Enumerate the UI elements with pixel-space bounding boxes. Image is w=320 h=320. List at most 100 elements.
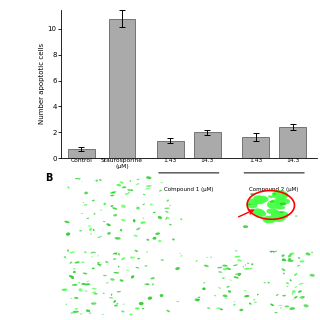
Ellipse shape (133, 219, 135, 222)
Ellipse shape (225, 298, 227, 299)
Ellipse shape (81, 181, 83, 182)
Ellipse shape (266, 216, 273, 220)
Ellipse shape (309, 274, 315, 277)
Ellipse shape (130, 180, 131, 182)
Ellipse shape (93, 293, 98, 295)
Ellipse shape (264, 282, 266, 283)
Ellipse shape (121, 257, 125, 260)
Ellipse shape (66, 304, 67, 305)
Ellipse shape (64, 221, 70, 223)
Ellipse shape (286, 282, 289, 284)
Ellipse shape (197, 297, 200, 298)
Ellipse shape (273, 193, 276, 195)
Ellipse shape (135, 307, 140, 309)
Ellipse shape (281, 254, 285, 257)
Ellipse shape (99, 265, 101, 267)
Ellipse shape (211, 257, 212, 258)
Ellipse shape (235, 273, 240, 275)
Ellipse shape (244, 268, 250, 270)
Ellipse shape (109, 297, 113, 299)
Ellipse shape (270, 304, 274, 306)
Ellipse shape (176, 301, 179, 302)
Ellipse shape (86, 281, 89, 282)
Ellipse shape (113, 300, 116, 303)
Ellipse shape (300, 296, 305, 299)
Ellipse shape (112, 207, 117, 210)
Ellipse shape (116, 291, 121, 292)
Text: II: II (196, 179, 204, 187)
Ellipse shape (281, 195, 287, 197)
Ellipse shape (267, 200, 283, 209)
Ellipse shape (271, 211, 281, 218)
Ellipse shape (150, 298, 151, 299)
Ellipse shape (91, 256, 93, 257)
Ellipse shape (248, 198, 260, 205)
Ellipse shape (233, 304, 236, 306)
Ellipse shape (120, 229, 122, 231)
Ellipse shape (130, 256, 135, 259)
Ellipse shape (70, 312, 75, 314)
Ellipse shape (79, 230, 82, 231)
Ellipse shape (243, 225, 248, 228)
Bar (68, 149, 95, 158)
Ellipse shape (282, 259, 285, 261)
Ellipse shape (234, 276, 239, 279)
Ellipse shape (92, 288, 97, 290)
Ellipse shape (145, 188, 151, 189)
Ellipse shape (64, 256, 68, 259)
Ellipse shape (250, 193, 255, 195)
Ellipse shape (252, 209, 264, 215)
Ellipse shape (131, 189, 133, 191)
Ellipse shape (102, 314, 104, 315)
Ellipse shape (97, 236, 102, 238)
Ellipse shape (294, 286, 297, 288)
Ellipse shape (158, 216, 162, 219)
Ellipse shape (79, 288, 83, 292)
Ellipse shape (116, 184, 121, 187)
Ellipse shape (90, 252, 96, 254)
Ellipse shape (254, 302, 257, 303)
Ellipse shape (282, 268, 285, 271)
Ellipse shape (253, 196, 260, 199)
Ellipse shape (243, 266, 244, 268)
Ellipse shape (100, 210, 102, 211)
Ellipse shape (220, 308, 223, 310)
Ellipse shape (83, 202, 84, 203)
Ellipse shape (153, 237, 156, 240)
Ellipse shape (276, 198, 285, 201)
Ellipse shape (146, 239, 149, 241)
Ellipse shape (94, 213, 95, 215)
Ellipse shape (217, 267, 222, 268)
Ellipse shape (74, 297, 78, 299)
Text: Compound 2 (μM): Compound 2 (μM) (250, 187, 299, 192)
Ellipse shape (278, 305, 283, 306)
Text: Compound 1 (μM): Compound 1 (μM) (164, 187, 213, 192)
Ellipse shape (223, 294, 228, 297)
Text: IV: IV (196, 252, 206, 260)
Ellipse shape (292, 290, 296, 293)
Ellipse shape (218, 271, 222, 273)
Ellipse shape (206, 257, 208, 258)
Ellipse shape (137, 258, 140, 260)
Ellipse shape (148, 297, 152, 300)
Ellipse shape (73, 271, 76, 273)
Bar (242, 137, 269, 158)
Ellipse shape (128, 192, 130, 193)
Ellipse shape (113, 214, 117, 217)
Ellipse shape (218, 287, 221, 289)
Ellipse shape (92, 291, 96, 293)
Ellipse shape (131, 275, 134, 278)
Ellipse shape (86, 204, 88, 205)
Ellipse shape (288, 254, 292, 257)
Ellipse shape (66, 257, 67, 258)
Ellipse shape (195, 298, 199, 301)
Ellipse shape (197, 299, 200, 301)
Ellipse shape (86, 309, 90, 312)
Ellipse shape (129, 314, 133, 315)
Ellipse shape (113, 272, 119, 274)
Ellipse shape (67, 249, 69, 252)
Ellipse shape (274, 251, 277, 252)
Ellipse shape (275, 212, 282, 215)
Ellipse shape (180, 253, 181, 254)
Ellipse shape (222, 265, 228, 267)
